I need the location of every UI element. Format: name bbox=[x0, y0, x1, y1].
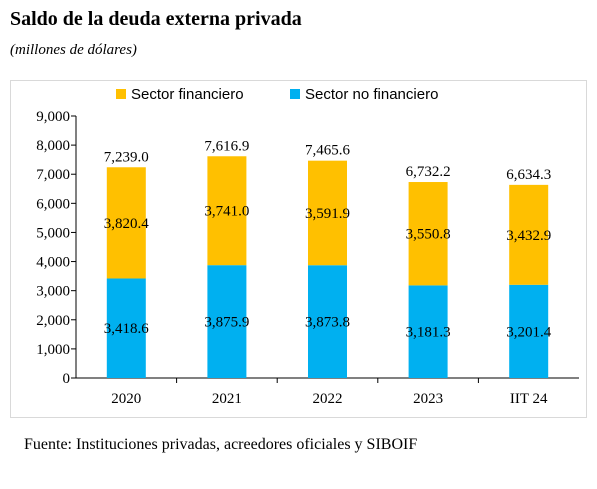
data-label: 3,550.8 bbox=[406, 227, 451, 243]
y-tick-label: 2,000 bbox=[36, 313, 70, 329]
y-tick-label: 0 bbox=[63, 371, 71, 387]
y-tick-label: 5,000 bbox=[36, 225, 70, 241]
x-tick-label: 2020 bbox=[111, 391, 141, 407]
bar-segment-sector-no-financiero bbox=[408, 285, 448, 378]
data-label: 3,418.6 bbox=[104, 321, 150, 337]
bar-segment-sector-financiero bbox=[207, 156, 247, 266]
chart-labels: 3,418.6 3,820.4 7,239.0 3,875.9 3,741.0 7,616… bbox=[104, 138, 552, 340]
legend-swatch bbox=[290, 89, 300, 99]
y-tick-label: 9,000 bbox=[36, 109, 70, 125]
total-label: 6,634.3 bbox=[506, 167, 551, 183]
y-tick-label: 1,000 bbox=[36, 342, 70, 358]
data-label: 3,181.3 bbox=[406, 325, 451, 341]
x-tick-label: 2022 bbox=[313, 391, 343, 407]
chart-title: Saldo de la deuda externa privada bbox=[10, 8, 302, 30]
data-label: 3,873.8 bbox=[305, 315, 350, 331]
chart-legend: Sector financiero Sector no financiero bbox=[116, 86, 438, 103]
y-tick-label: 7,000 bbox=[36, 167, 70, 183]
legend-label: Sector financiero bbox=[131, 86, 244, 103]
data-label: 3,741.0 bbox=[204, 204, 249, 220]
x-tick-label: 2023 bbox=[413, 391, 443, 407]
bar-segment-sector-financiero bbox=[408, 182, 448, 286]
bar-segment-sector-no-financiero bbox=[207, 265, 247, 378]
legend-label: Sector no financiero bbox=[305, 86, 438, 103]
chart-subtitle: (millones de dólares) bbox=[10, 42, 137, 58]
chart-frame bbox=[10, 80, 587, 418]
chart-bars bbox=[106, 156, 549, 378]
y-tick-label: 3,000 bbox=[36, 284, 70, 300]
total-label: 7,239.0 bbox=[104, 149, 149, 165]
data-label: 3,875.9 bbox=[204, 315, 249, 331]
data-label: 3,591.9 bbox=[305, 206, 350, 222]
y-tick-label: 8,000 bbox=[36, 138, 70, 154]
bar-segment-sector-no-financiero bbox=[308, 265, 347, 378]
bar-segment-sector-no-financiero bbox=[509, 284, 549, 378]
x-tick-label: 2021 bbox=[212, 391, 242, 407]
legend-swatch bbox=[116, 89, 126, 99]
total-label: 7,465.6 bbox=[305, 143, 351, 159]
data-label: 3,201.4 bbox=[506, 324, 552, 340]
bar-segment-sector-financiero bbox=[509, 184, 549, 285]
x-tick-label: IIT 24 bbox=[510, 391, 548, 407]
chart-axes: 0 1,000 2,000 3,000 4,000 5,000 6,000 7,000 8,00… bbox=[36, 109, 579, 407]
data-label: 3,820.4 bbox=[104, 216, 150, 232]
y-tick-label: 6,000 bbox=[36, 196, 70, 212]
bar-segment-sector-financiero bbox=[308, 160, 347, 266]
bar-segment-sector-financiero bbox=[106, 167, 146, 279]
data-label: 3,432.9 bbox=[506, 228, 551, 244]
source-note: Fuente: Instituciones privadas, acreedor… bbox=[24, 436, 418, 453]
total-label: 7,616.9 bbox=[204, 138, 249, 154]
bar-segment-sector-no-financiero bbox=[106, 278, 146, 378]
y-tick-label: 4,000 bbox=[36, 255, 70, 271]
total-label: 6,732.2 bbox=[406, 164, 451, 180]
